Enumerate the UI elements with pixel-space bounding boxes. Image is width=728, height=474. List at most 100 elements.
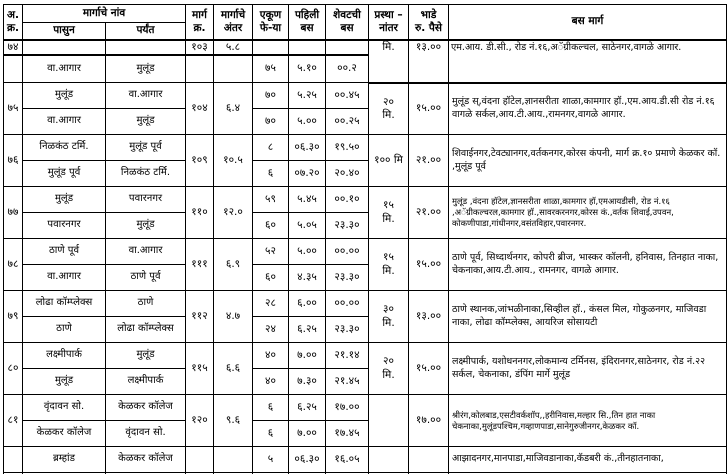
- cell-trips: ६०: [252, 264, 289, 291]
- cell-last-bus: २३.३०: [325, 264, 369, 291]
- cell-first-bus: ६.२५: [288, 316, 326, 343]
- cell-last-bus: २१.४५: [325, 368, 369, 395]
- cell-to: मुलूंड पूर्व: [105, 134, 186, 161]
- cell-frequency: २० मि.: [368, 82, 409, 135]
- cell-bus-route: ठाणे स्थानक,जांभळीनाका,सिव्हील हॉ., कंसल…: [448, 290, 727, 343]
- cell-from: मुलूंड: [22, 82, 106, 109]
- cell-route-no: ११०: [185, 186, 214, 239]
- cell-frequency: [368, 394, 409, 447]
- table-row-75: ७५ मुलूंड वा.आगार १०४ ६.४ ७० ५.२५ ००.४५ …: [3, 82, 727, 135]
- cell-first-bus: ५.४५: [288, 186, 326, 213]
- cell-fare: १३.००: [408, 39, 449, 84]
- col-route-name: मार्गाचे नांव: [22, 4, 186, 23]
- cell-bus-route: श्रीरंग,कोलबाड,एसटीवर्कशॉप,,हरीनिवास,मल्…: [448, 394, 727, 447]
- cell-last-bus: ००.००: [325, 238, 369, 265]
- cell-first-bus: ६.००: [288, 290, 326, 317]
- cell-last-bus: ००.२५: [325, 108, 369, 135]
- cell-trips: ४०: [252, 342, 289, 369]
- cell-bus-route: लक्ष्मीपार्क, यशोधननगर,लोकमान्य टर्मिनस,…: [448, 342, 727, 395]
- cell-route-no: १०४: [185, 82, 214, 135]
- table-row-76b: मुलूंड पूर्व निळकंठ टर्मि. ६ ०७.२० २०.४०: [4, 160, 727, 187]
- cell-fare: १३.००: [408, 290, 449, 343]
- cell-trips: ६: [252, 394, 289, 421]
- cell-distance: ९.६: [213, 394, 253, 447]
- cell-bus-route: [448, 472, 727, 474]
- table-row-77b: पवारनगर मुलूंड ६० ५.०५ २३.३०: [4, 212, 727, 239]
- cell-from: वा.आगार: [22, 54, 106, 83]
- cell-from: ठाणे पूर्व: [22, 238, 106, 265]
- cell-from: केळकर कॉलेज: [22, 420, 106, 447]
- cell-last-bus: २३.३०: [325, 316, 369, 343]
- cell-first-bus: ०७.२०: [288, 160, 326, 187]
- cell-last-bus: १९.५०: [325, 134, 369, 161]
- table-row-74: वा.आगार मुलूंड ७५ ५.१० ००.२: [3, 54, 727, 83]
- cell-distance: ४.७: [213, 290, 253, 343]
- cell-trips: ४०: [252, 368, 289, 395]
- cell-last-bus: २३.३०: [325, 212, 369, 239]
- cell-fare: १७.००: [408, 394, 449, 447]
- cell-last-bus: [325, 39, 369, 56]
- cell-frequency: १०० मि: [368, 134, 409, 187]
- cell-from: वा.आगार: [22, 108, 106, 135]
- cell-first-bus: ०६.३०: [288, 134, 326, 161]
- cell-distance: ६.४: [213, 82, 253, 135]
- cell-trips: ६: [252, 160, 289, 187]
- cell-to: मुलूंड: [105, 108, 186, 135]
- cell-distance: १०.५: [213, 134, 253, 187]
- cell-to: केळकर कॉलेज: [105, 446, 186, 473]
- cell-first-bus: ५.०५: [288, 212, 326, 239]
- cell-route-no: १२०: [185, 394, 214, 447]
- cell-to: वा.आगार: [105, 82, 186, 109]
- cell-bus-route: आझादनगर,मानपाडा,माजिवडानाका,कॅडबरी कं.,त…: [448, 446, 727, 473]
- cell-from: ठाणे: [22, 316, 106, 343]
- col-trips: एकूण फे-या: [252, 4, 289, 40]
- cell-trips: ५२: [252, 238, 289, 265]
- cell-distance: [213, 54, 253, 83]
- cell-trips: ५: [252, 446, 289, 473]
- cell-first-bus: ५.००: [288, 238, 326, 265]
- cell-route-no: १०३: [185, 39, 214, 56]
- cell-to: लोढा कॉम्प्लेक्स: [105, 316, 186, 343]
- table-row-82: ब्रम्हांड केळकर कॉलेज ५ ०६.३० १६.०५ आझाद…: [3, 446, 727, 473]
- table-row-79b: ठाणे लोढा कॉम्प्लेक्स २४ ६.२५ २३.३०: [4, 316, 727, 343]
- cell-trips: ७५: [252, 54, 289, 83]
- cell-last-bus: ००.१०: [325, 186, 369, 213]
- cell-from: मुलूंड: [22, 368, 106, 395]
- table-row-81b: केळकर कॉलेज वृंदावन सो. ६ ७.०० १७.४५: [4, 420, 727, 447]
- table-row-80: ८० लक्ष्मीपार्क मुलूंड ११५ ६.६ ४० ७.०० २…: [3, 342, 727, 395]
- cell-fare: १५.००: [408, 342, 449, 395]
- cell-distance: ६.६: [213, 342, 253, 395]
- cell-trips: ८: [252, 134, 289, 161]
- cell-to: लक्ष्मीपार्क: [105, 368, 186, 395]
- cell-to: [105, 39, 186, 56]
- cell-fare: १५.००: [408, 238, 449, 291]
- cell-last-bus: १७.००: [325, 394, 369, 421]
- cell-frequency: ३० मि.: [368, 290, 409, 343]
- cell-route-no: १०९: [185, 134, 214, 187]
- cell-trips: ६०: [252, 212, 289, 239]
- cell-bus-route: मुलूंड स्,वंदना हॉटेल,ज्ञानसरीता शाळा,का…: [448, 82, 727, 135]
- cell-frequency: १५ मि.: [368, 186, 409, 239]
- cell-frequency: २० मि.: [368, 342, 409, 395]
- cell-from: मुलूंड: [22, 186, 106, 213]
- cell-from: वा.आगार: [22, 264, 106, 291]
- cell-distance: [213, 446, 253, 473]
- cell-trips: ६: [252, 420, 289, 447]
- cell-first-bus: ५.२५: [288, 82, 326, 109]
- cell-route-no: १११: [185, 238, 214, 291]
- table-row-82-clipped: [3, 472, 727, 474]
- cell-first-bus: ५.००: [288, 108, 326, 135]
- cell-to: वा.आगार: [105, 238, 186, 265]
- col-frequency: प्रस्था – नांतर: [368, 4, 409, 40]
- cell-from: [22, 39, 106, 56]
- cell-serial: [3, 54, 23, 83]
- bus-routes-table: अ. क्र. मार्गाचे नांव मार्ग क्र. मार्गाच…: [3, 4, 727, 474]
- col-bus-route: बस मार्ग: [448, 4, 727, 40]
- cell-frequency: [368, 446, 409, 473]
- cell-first-bus: ५.१०: [288, 54, 326, 83]
- col-fare: भाडे रु. पैसे: [408, 4, 449, 40]
- cell-first-bus: ७.००: [288, 342, 326, 369]
- cell-from: ब्रम्हांड: [22, 446, 106, 473]
- cell-from: वृंदावन सो.: [22, 394, 106, 421]
- table-row-76: ७६ निळकंठ टर्मि. मुलूंड पूर्व १०९ १०.५ ८…: [3, 134, 727, 187]
